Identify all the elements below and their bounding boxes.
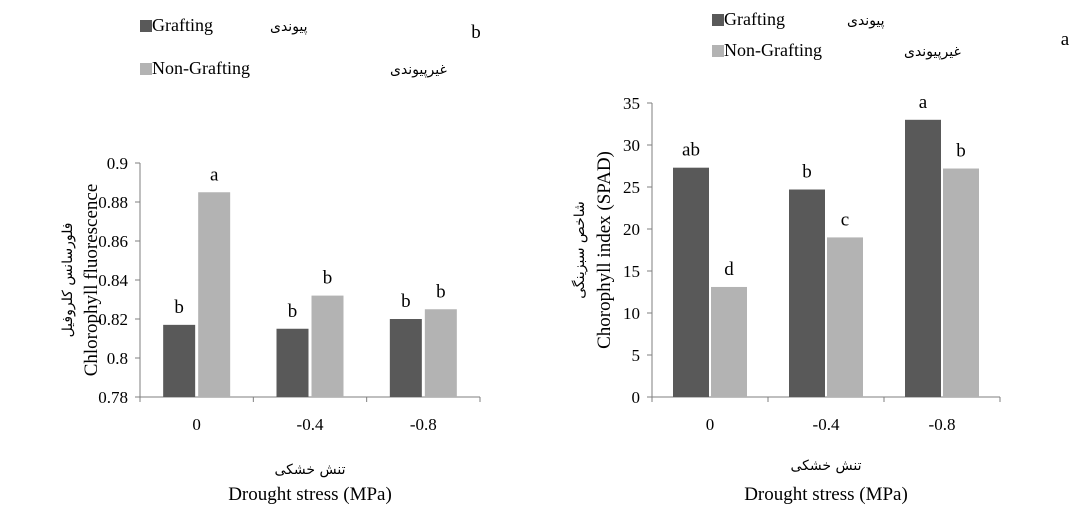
significance-letter: c	[841, 209, 849, 230]
legend-label-grafting: Grafting	[724, 9, 785, 29]
bar-non-grafting	[943, 168, 979, 397]
significance-letter: b	[956, 141, 966, 162]
legend-swatch-grafting	[712, 14, 724, 26]
y-tick-label: 15	[623, 262, 640, 281]
bar-grafting	[905, 119, 941, 398]
y-axis-title-fa: شاخص سبزینگی	[571, 201, 588, 298]
significance-letter: d	[724, 259, 734, 280]
legend-label-fa-non-grafting: غیرپیوندی	[390, 62, 447, 78]
legend: Grafting پیوندی Non-Grafting غیرپیوندی	[140, 15, 447, 78]
y-axis-title: Chorophyll index (SPAD)	[594, 151, 615, 349]
significance-letter: b	[401, 291, 411, 312]
x-tick-label: -0.4	[813, 415, 840, 434]
legend-label-non-grafting: Non-Grafting	[724, 40, 822, 60]
y-axis-title-fa: فلورسانس کلروفیل	[60, 223, 76, 338]
y-tick-label: 0.82	[98, 310, 128, 329]
bar-non-grafting	[311, 295, 344, 397]
x-tick-label: 0	[192, 415, 201, 434]
chart-spad: 0 5 10 15 20 25 30 35 0 -0.4 -0.8 ab b a d c b Chorophyll…	[571, 9, 1070, 505]
bar-non-grafting	[711, 286, 747, 397]
panel-label: b	[471, 22, 481, 43]
y-tick-label: 10	[623, 304, 640, 323]
y-tick-label: 0.88	[98, 193, 128, 212]
bar-grafting	[163, 324, 196, 397]
chart-fluorescence: 0.78 0.8 0.82 0.84 0.86 0.88 0.9 0 -0.4 -0.8 b b b a b…	[60, 15, 481, 505]
y-tick-label: 35	[623, 94, 640, 113]
y-tick-label: 0	[632, 388, 641, 407]
significance-letter: ab	[682, 140, 700, 161]
legend-label-non-grafting: Non-Grafting	[152, 58, 250, 78]
significance-letter: b	[323, 268, 333, 289]
y-axis-title: Chlorophyll fluorescence	[81, 184, 102, 377]
x-axis-title: Drought stress (MPa)	[228, 484, 392, 505]
y-tick-label: 0.84	[98, 271, 128, 290]
significance-letter: b	[802, 162, 812, 183]
legend-label-grafting: Grafting	[152, 15, 213, 35]
legend-label-fa-grafting: پیوندی	[847, 13, 885, 29]
x-tick-label: -0.8	[410, 415, 437, 434]
x-axis-title: Drought stress (MPa)	[744, 484, 908, 505]
significance-letter: a	[210, 164, 219, 185]
legend-swatch-non-grafting	[712, 45, 724, 57]
bar-non-grafting	[827, 237, 863, 397]
y-tick-label: 0.86	[98, 232, 128, 251]
bar-non-grafting	[198, 192, 231, 397]
significance-letter: b	[436, 281, 446, 302]
y-tick-label: 5	[632, 346, 641, 365]
x-tick-label: -0.4	[297, 415, 324, 434]
legend-swatch-non-grafting	[140, 63, 152, 75]
legend-swatch-grafting	[140, 20, 152, 32]
y-tick-label: 25	[623, 178, 640, 197]
x-axis-title-fa: تنش خشکی	[791, 458, 862, 474]
legend-label-fa-grafting: پیوندی	[270, 19, 308, 35]
y-tick-label: 0.9	[107, 154, 128, 173]
bar-grafting	[789, 189, 825, 397]
panel-label: a	[1061, 29, 1070, 50]
significance-letter: b	[174, 297, 184, 318]
x-tick-label: 0	[706, 415, 715, 434]
y-tick-label: 20	[623, 220, 640, 239]
significance-letter: a	[919, 92, 928, 113]
y-tick-label: 30	[623, 136, 640, 155]
bar-grafting	[276, 328, 309, 397]
legend-label-fa-non-grafting: غیرپیوندی	[904, 44, 961, 60]
significance-letter: b	[288, 301, 298, 322]
y-tick-label: 0.78	[98, 388, 128, 407]
bar-grafting	[673, 167, 709, 397]
y-tick-label: 0.8	[107, 349, 128, 368]
x-axis-title-fa: تنش خشکی	[275, 462, 346, 478]
bar-non-grafting	[424, 309, 457, 397]
bar-grafting	[389, 319, 422, 397]
x-tick-label: -0.8	[929, 415, 956, 434]
legend: Grafting پیوندی Non-Grafting غیرپیوندی	[712, 9, 961, 60]
